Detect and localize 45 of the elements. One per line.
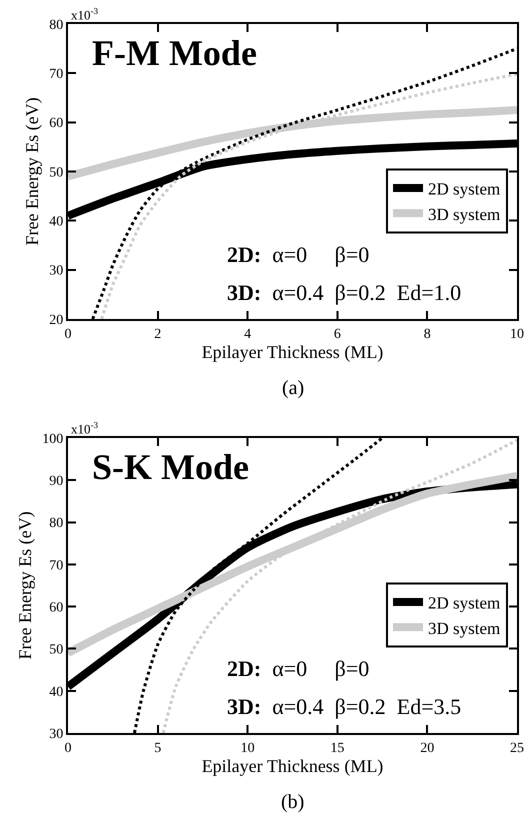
x-tick-label: 8 [424,326,431,342]
legend-label: 3D system [428,618,500,638]
y-tick-label: 40 [49,214,64,230]
x-tick-label: 0 [64,326,72,342]
annotation: 3D: α=0.4 β=0.2 Ed=1.0 [227,280,462,305]
y-tick-label: 80 [49,18,64,33]
y-tick-label: 70 [49,67,64,82]
chart-title: S-K Mode [92,447,250,487]
x-tick-label: 10 [510,326,524,342]
y-tick-label: 80 [49,516,64,532]
y-tick-label: 20 [49,312,64,328]
y-tick-label: 70 [49,558,64,574]
x-tick-label: 6 [334,326,341,342]
x-tick-label: 10 [240,740,255,756]
x-tick-label: 15 [330,740,344,756]
x-tick-label: 25 [510,740,524,756]
y-tick-label: 90 [49,474,64,490]
y-tick-label: 30 [49,726,64,742]
annotation: 3D: α=0.4 β=0.2 Ed=3.5 [227,694,462,719]
x-tick-label: 2 [154,326,162,342]
legend-label: 3D system [428,204,500,224]
chart-title: F-M Mode [92,33,257,73]
text: x10$^{-3}$ [71,6,99,22]
text: (b) [281,791,304,813]
annotation: 2D: α=0 β=0 [227,242,370,267]
y-tick-label: 40 [49,684,64,700]
y-tick-label: 60 [49,600,64,616]
x-axis-title: Epilayer Thickness (ML) [202,756,384,776]
x-tick-label: 5 [154,740,162,756]
y-axis-title: Free Energy Es (eV) [14,511,35,660]
y-axis-title: Free Energy Es (eV) [22,97,42,246]
y-tick-label: 30 [49,264,64,279]
y-tick-label: 50 [49,642,64,658]
legend-label: 2D system [428,180,500,199]
x-tick-label: 20 [420,740,434,756]
annotation: 2D: α=0 β=0 [227,656,370,681]
text: x10$^{-3}$ [71,420,99,436]
x-tick-label: 4 [244,326,252,342]
y-tick-label: 100 [42,432,64,447]
y-tick-label: 50 [49,165,64,180]
text: (a) [282,377,304,399]
legend-label: 2D system [428,594,500,613]
x-tick-label: 0 [64,740,72,756]
x-axis-title: Epilayer Thickness (ML) [202,342,384,362]
y-tick-label: 60 [49,116,64,132]
